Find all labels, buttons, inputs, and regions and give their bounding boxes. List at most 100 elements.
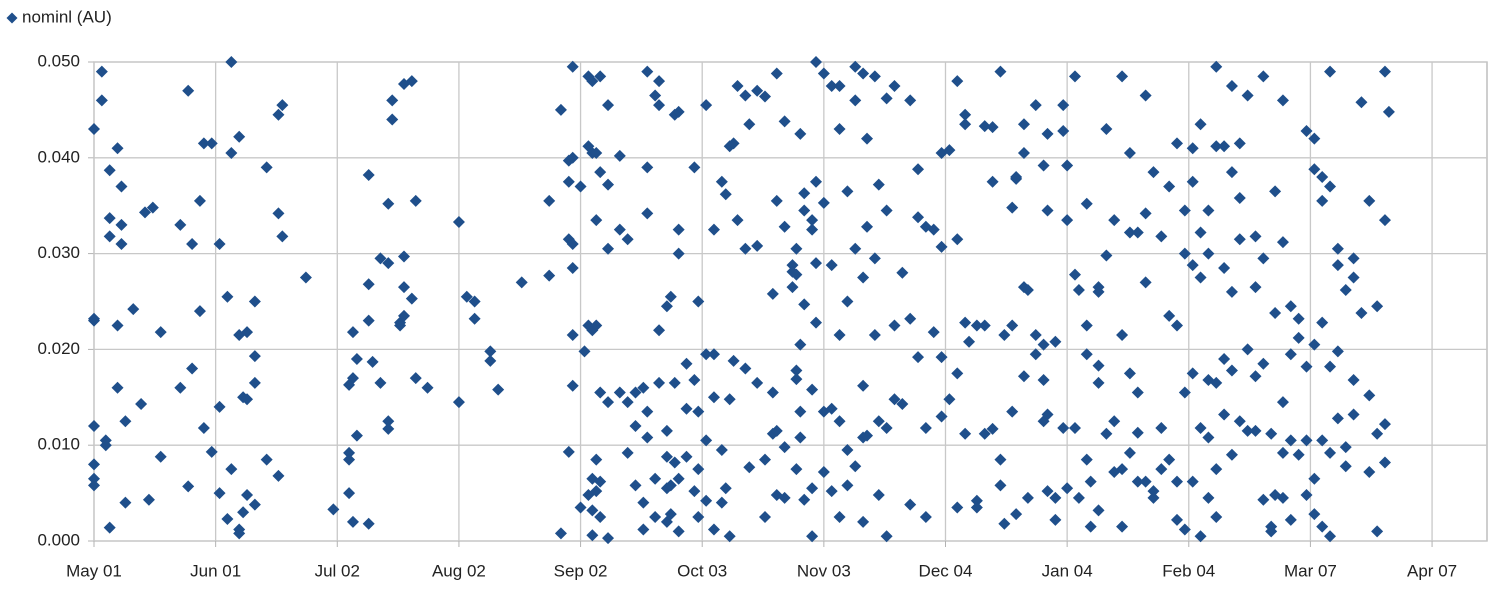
point (986, 422, 999, 435)
point (1116, 463, 1129, 476)
point (825, 402, 838, 415)
point (115, 180, 128, 193)
point (1225, 448, 1238, 461)
point (959, 316, 972, 329)
point (1300, 434, 1313, 447)
x-tick-label: Aug 02 (432, 561, 486, 580)
point (1331, 345, 1344, 358)
point (798, 298, 811, 311)
point (872, 489, 885, 502)
point (1218, 408, 1231, 421)
point (1057, 124, 1070, 137)
point (111, 381, 124, 394)
point (590, 453, 603, 466)
point (1347, 374, 1360, 387)
point (1178, 247, 1191, 260)
point (790, 463, 803, 476)
point (1029, 99, 1042, 112)
point (233, 130, 246, 143)
point (397, 309, 410, 322)
point (350, 352, 363, 365)
point (1080, 319, 1093, 332)
point (868, 329, 881, 342)
point (1178, 204, 1191, 217)
point (641, 161, 654, 174)
point (806, 383, 819, 396)
point (672, 247, 685, 260)
point (1068, 70, 1081, 83)
point (1225, 364, 1238, 377)
point (806, 482, 819, 495)
point (586, 75, 599, 88)
x-tick-label: Feb 04 (1162, 561, 1215, 580)
point (397, 281, 410, 294)
point (1276, 236, 1289, 249)
point (1308, 508, 1321, 521)
point (861, 132, 874, 145)
point (248, 376, 261, 389)
x-tick-label: Oct 03 (677, 561, 727, 580)
point (1347, 271, 1360, 284)
point (841, 295, 854, 308)
point (833, 79, 846, 92)
point (103, 521, 116, 534)
point (621, 233, 634, 246)
point (1123, 446, 1136, 459)
point (798, 493, 811, 506)
point (1171, 475, 1184, 488)
point (95, 65, 108, 78)
point (1163, 309, 1176, 322)
point (692, 511, 705, 524)
point (594, 386, 607, 399)
point (221, 512, 234, 525)
point (1131, 226, 1144, 239)
point (692, 463, 705, 476)
x-tick-label: Jan 04 (1042, 561, 1093, 580)
point (978, 427, 991, 440)
point (1186, 259, 1199, 272)
point (872, 178, 885, 191)
point (880, 92, 893, 105)
point (810, 316, 823, 329)
point (103, 230, 116, 243)
point (1316, 316, 1329, 329)
point (613, 386, 626, 399)
point (1010, 170, 1023, 183)
point (115, 218, 128, 231)
point (225, 463, 238, 476)
point (327, 503, 340, 516)
point (963, 335, 976, 348)
point (566, 151, 579, 164)
point (566, 379, 579, 392)
point (350, 429, 363, 442)
point (739, 362, 752, 375)
point (857, 379, 870, 392)
point (849, 60, 862, 73)
point (1265, 520, 1278, 533)
point (578, 345, 591, 358)
x-tick-label: Jun 01 (190, 561, 241, 580)
point (641, 405, 654, 418)
point (1171, 513, 1184, 526)
point (1084, 520, 1097, 533)
x-tick-label: Sep 02 (554, 561, 608, 580)
point (778, 220, 791, 233)
point (1194, 271, 1207, 284)
point (554, 103, 567, 116)
point (1049, 513, 1062, 526)
point (919, 511, 932, 524)
point (1316, 194, 1329, 207)
point (343, 487, 356, 500)
point (1347, 252, 1360, 265)
point (590, 214, 603, 227)
point (566, 238, 579, 251)
point (1084, 475, 1097, 488)
point (1225, 79, 1238, 92)
point (1324, 530, 1337, 543)
point (715, 496, 728, 509)
point (688, 161, 701, 174)
point (1292, 331, 1305, 344)
point (1163, 453, 1176, 466)
point (1276, 396, 1289, 409)
